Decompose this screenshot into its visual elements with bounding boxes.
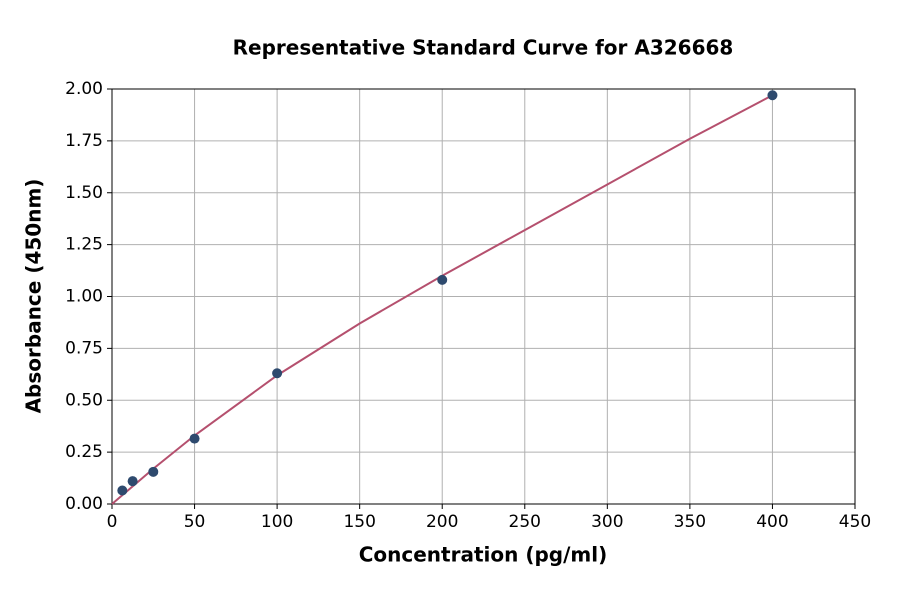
y-axis-label: Absorbance (450nm) xyxy=(22,179,46,414)
fit-curve xyxy=(111,94,773,505)
x-tick-label: 150 xyxy=(343,512,375,532)
x-tick-label: 450 xyxy=(839,512,871,532)
data-point xyxy=(437,274,448,285)
y-tick-label: 0.50 xyxy=(65,390,103,410)
y-tick-label: 0.75 xyxy=(65,338,103,358)
data-point xyxy=(117,485,128,496)
x-tick-label: 400 xyxy=(756,512,788,532)
plot-frame xyxy=(111,88,856,505)
x-tick-label: 100 xyxy=(261,512,293,532)
x-tick-label: 300 xyxy=(591,512,623,532)
chart-title: Representative Standard Curve for A32666… xyxy=(233,36,734,60)
x-axis-label: Concentration (pg/ml) xyxy=(359,543,608,567)
x-tick-label: 0 xyxy=(107,512,118,532)
y-tick-label: 1.00 xyxy=(65,287,103,307)
y-tick-label: 1.75 xyxy=(65,131,103,151)
x-tick-label: 350 xyxy=(674,512,706,532)
y-tick-label: 1.25 xyxy=(65,235,103,255)
data-point xyxy=(272,368,283,379)
data-point xyxy=(767,90,778,101)
data-point xyxy=(127,476,138,487)
y-tick-label: 0.00 xyxy=(65,494,103,514)
x-tick-label: 50 xyxy=(184,512,206,532)
y-tick-label: 0.25 xyxy=(65,442,103,462)
y-tick-label: 2.00 xyxy=(65,79,103,99)
data-point xyxy=(148,466,159,477)
x-tick-label: 250 xyxy=(509,512,541,532)
x-tick-label: 200 xyxy=(426,512,458,532)
data-point xyxy=(189,433,200,444)
y-tick-label: 1.50 xyxy=(65,183,103,203)
